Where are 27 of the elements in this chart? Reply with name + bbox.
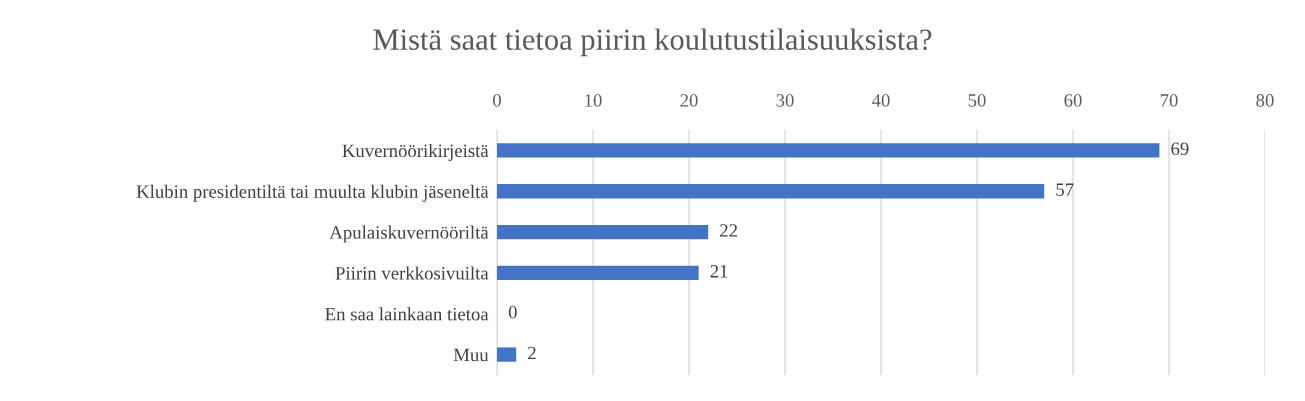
data-label: 0 [508,305,517,319]
data-label: 57 [1056,183,1074,196]
x-tick-label: 60 [1064,94,1082,107]
bar [497,143,1160,158]
data-label: 21 [710,265,728,278]
bar [497,184,1045,199]
bar [497,265,699,281]
bar [497,224,709,240]
y-tick-label: Apulaiskuvernööriltä [329,225,489,243]
y-tick-label: Muu [453,348,489,362]
x-tick-label: 40 [871,94,890,107]
x-tick-label: 50 [968,94,986,107]
y-tick-label: En saa lainkaan tietoa [325,307,489,321]
data-label: 2 [528,346,536,360]
chart-title: Mistä saat tietoa piirin koulutustilaisuuksista? [373,28,932,57]
y-tick-label: Klubin presidentiltä tai muulta klubin jäseneltä [136,184,489,202]
data-label: 69 [1171,142,1189,156]
x-tick-label: 70 [1160,94,1178,107]
y-tick-label: Kuvernöörikirjeistä [342,143,489,161]
x-tick-label: 20 [680,94,698,107]
x-tick-label: 10 [585,94,602,107]
bar [497,347,517,362]
x-tick-label: 0 [493,94,501,107]
x-tick-label: 30 [776,94,794,107]
x-tick-label: 80 [1256,94,1274,107]
y-tick-label: Piirin verkkosivuilta [335,266,489,280]
data-label: 22 [720,224,738,237]
